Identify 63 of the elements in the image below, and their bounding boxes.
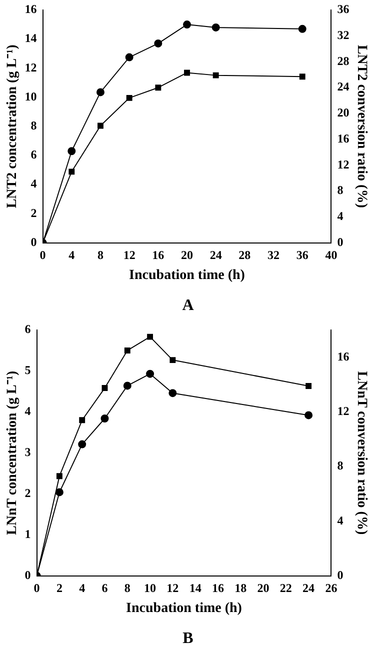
y-axis-title: LNnT concentration (g L⁻¹)	[5, 370, 20, 535]
x-tick-label: 0	[40, 248, 46, 262]
y-tick-label: 5	[24, 363, 31, 378]
x-tick-label: 14	[189, 581, 202, 596]
x-axis-title: Incubation time (h)	[126, 601, 242, 616]
x-tick-label: 24	[302, 581, 315, 596]
x-tick-label: 26	[325, 581, 338, 596]
y2-tick-label: 36	[337, 2, 350, 16]
y-tick-label: 4	[30, 176, 37, 191]
x-tick-label: 10	[144, 581, 156, 596]
y-tick-label: 8	[30, 118, 37, 132]
y-tick-label: 6	[30, 148, 37, 162]
y-tick-label: 12	[24, 60, 37, 74]
y2-tick-label: 16	[337, 131, 350, 146]
y2-tick-label: 16	[337, 349, 350, 364]
text: A	[182, 297, 194, 314]
y-tick-label: 2	[30, 206, 37, 220]
x-tick-label: 24	[210, 248, 222, 262]
y-tick-label: 4	[24, 404, 31, 418]
y-tick-label: 10	[24, 89, 37, 104]
x-tick-label: 8	[124, 581, 130, 596]
x-tick-label: 40	[325, 248, 338, 262]
y-tick-label: 0	[24, 568, 31, 582]
x-tick-label: 22	[280, 581, 292, 596]
y-tick-label: 3	[24, 444, 31, 459]
y2-tick-label: 32	[337, 28, 350, 42]
y2-tick-label: 8	[337, 183, 344, 198]
text: B	[182, 630, 194, 648]
x-tick-label: 16	[152, 248, 164, 262]
x-tick-label: 4	[68, 248, 75, 262]
x-tick-label: 2	[56, 581, 62, 596]
x-tick-label: 16	[212, 581, 224, 596]
x-axis-title: Incubation time (h)	[129, 268, 246, 284]
x-tick-label: 12	[166, 581, 179, 596]
x-tick-label: 18	[234, 581, 247, 596]
y2-tick-label: 8	[337, 458, 344, 473]
y2-tick-label: 28	[337, 54, 350, 68]
x-tick-label: 20	[257, 581, 270, 596]
y-axis-title: LNT2 concentration (g L⁻¹)	[5, 44, 20, 208]
y2-tick-label: 0	[337, 568, 344, 582]
y2-axis-title: LNT2 conversion ratio (%)	[354, 44, 369, 208]
x-tick-label: 36	[296, 248, 308, 262]
x-tick-label: 32	[268, 248, 280, 262]
y-tick-label: 6	[24, 322, 31, 336]
x-tick-label: 28	[238, 248, 251, 262]
x-tick-label: 6	[102, 581, 108, 596]
y-tick-label: 14	[24, 31, 37, 46]
x-tick-label: 4	[79, 581, 86, 596]
y2-axis-title: LNnT conversion ratio (%)	[354, 371, 369, 535]
y2-tick-label: 4	[337, 513, 344, 528]
y-tick-label: 0	[30, 234, 37, 249]
y2-tick-label: 12	[337, 404, 350, 418]
x-tick-label: 8	[97, 248, 104, 262]
y2-tick-label: 4	[337, 209, 344, 224]
y2-tick-label: 0	[337, 234, 344, 249]
y2-tick-label: 24	[337, 80, 350, 94]
y2-tick-label: 20	[337, 106, 350, 120]
x-tick-label: 20	[181, 248, 193, 262]
y-tick-label: 1	[24, 526, 31, 541]
y2-tick-label: 12	[337, 157, 350, 172]
x-tick-label: 12	[123, 248, 136, 262]
y-tick-label: 2	[24, 486, 31, 500]
y-tick-label: 16	[24, 2, 37, 16]
